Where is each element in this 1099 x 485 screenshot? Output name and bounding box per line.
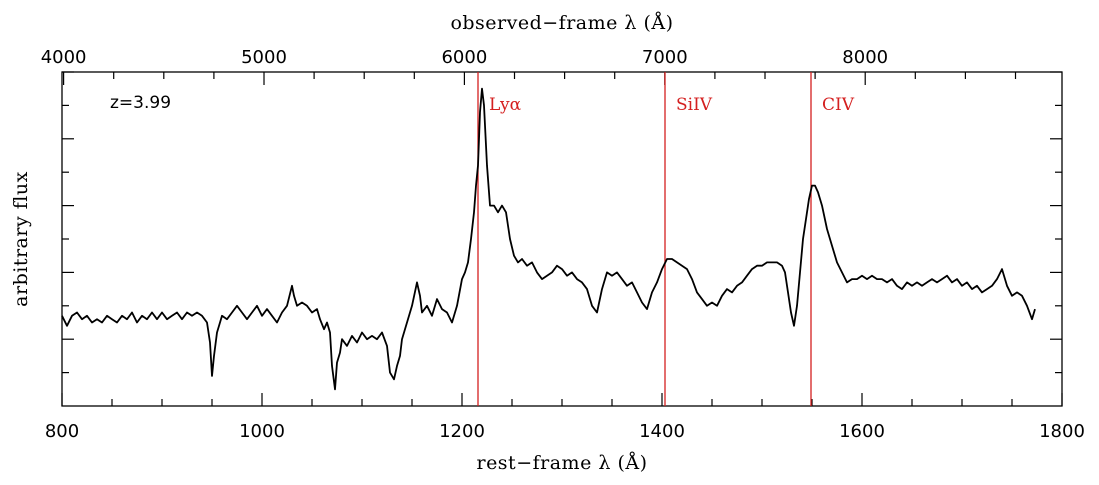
emission-line-markers: Lyα SiIV CIV <box>477 72 855 406</box>
top-tick-labels: 4000 5000 6000 7000 8000 <box>41 47 888 68</box>
top-tick-label: 6000 <box>441 47 487 68</box>
bottom-tick-label: 1000 <box>239 421 285 442</box>
top-tick-label: 4000 <box>41 47 87 68</box>
y-axis-title: arbitrary flux <box>10 171 32 307</box>
emission-line-label: CIV <box>822 95 855 115</box>
top-axis-ticks <box>63 72 1017 85</box>
emission-line-label: Lyα <box>489 95 522 115</box>
bottom-tick-label: 1200 <box>439 421 485 442</box>
bottom-tick-label: 1800 <box>1039 421 1085 442</box>
top-axis-title: observed−frame λ (Å) <box>450 12 673 34</box>
bottom-tick-label: 1400 <box>639 421 685 442</box>
redshift-annotation: z=3.99 <box>110 93 171 113</box>
bottom-tick-labels: 800 1000 1200 1400 1600 1800 <box>45 421 1085 442</box>
top-tick-label: 7000 <box>642 47 688 68</box>
y-axis-ticks <box>62 71 1062 374</box>
x-axis-title: rest−frame λ (Å) <box>476 452 647 474</box>
top-tick-label: 8000 <box>842 47 888 68</box>
bottom-axis-ticks <box>61 393 1063 406</box>
spectrum-line <box>61 87 1036 391</box>
plot-frame <box>61 71 1063 407</box>
bottom-tick-label: 800 <box>45 421 79 442</box>
bottom-tick-label: 1600 <box>839 421 885 442</box>
top-tick-label: 5000 <box>241 47 287 68</box>
emission-line-label: SiIV <box>676 95 713 115</box>
